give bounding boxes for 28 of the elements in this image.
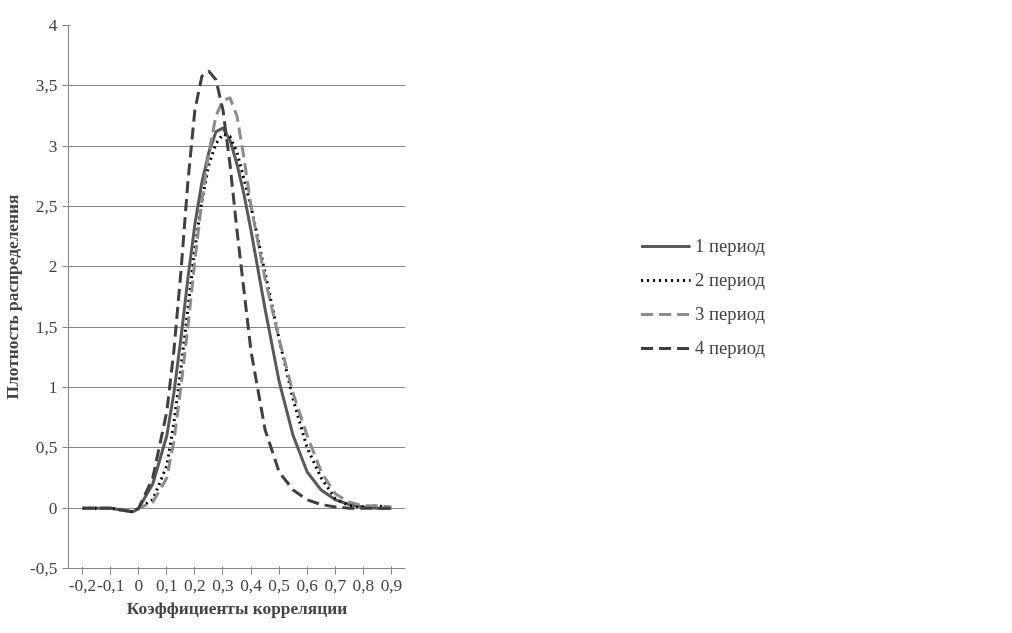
x-tick-label: 0,6: [296, 575, 319, 595]
y-tick-label: 4: [48, 16, 58, 35]
y-tick-label: 1,5: [35, 317, 58, 337]
x-tick-label: -0,2: [68, 575, 97, 595]
y-tick-label: 3,5: [35, 76, 58, 96]
y-axis-title: Плотность распределения: [3, 194, 23, 400]
y-tick-label: 2,5: [35, 197, 58, 216]
y-tick-label: -0,5: [30, 559, 58, 578]
x-tick-label: 0,8: [352, 575, 375, 595]
y-tick-label: 2: [48, 257, 58, 277]
x-tick-label: 0,5: [268, 575, 290, 595]
x-tick-label: 0,9: [380, 575, 403, 595]
y-tick-label: 0: [48, 498, 58, 518]
x-tick-label: 0,7: [324, 575, 347, 595]
y-tick-label: 0,5: [35, 438, 58, 458]
x-tick-label: 0,1: [155, 575, 178, 595]
x-tick-label: 0: [134, 575, 144, 595]
y-tick-label: 3: [48, 136, 58, 156]
x-tick-label: 0,2: [184, 575, 206, 595]
legend-label: 3 период: [695, 302, 765, 325]
legend-label: 4 период: [695, 336, 765, 359]
y-tick-label: 1: [48, 378, 58, 397]
legend-label: 2 период: [695, 268, 765, 291]
x-tick-label: -0,1: [96, 575, 125, 595]
x-tick-label: 0,3: [212, 575, 234, 595]
x-axis-title: Коэффициенты корреляции: [126, 598, 348, 618]
legend-label: 1 период: [695, 234, 765, 257]
x-tick-label: 0,4: [240, 575, 263, 595]
